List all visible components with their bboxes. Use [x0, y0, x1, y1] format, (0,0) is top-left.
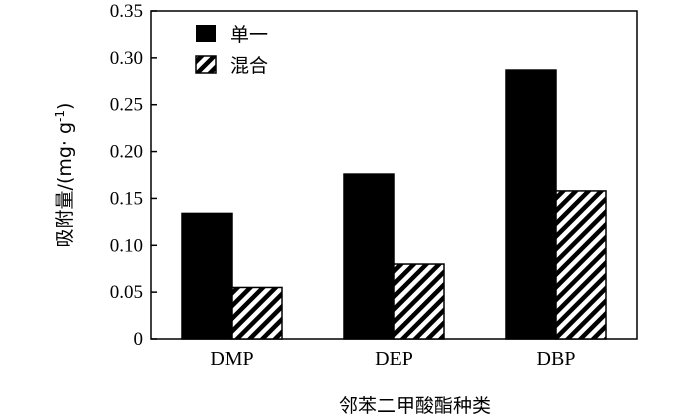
x-category-labels: DMP DEP DBP	[210, 348, 575, 370]
y-tick-label: 0.15	[110, 188, 143, 209]
bar-dep-single	[343, 173, 395, 340]
y-tick-label: 0.05	[110, 282, 143, 303]
y-tick-label: 0.20	[110, 142, 143, 163]
y-tick-label: 0.10	[110, 235, 143, 256]
legend-swatch-solid	[196, 25, 216, 42]
y-tick-label: 0.25	[110, 95, 143, 116]
y-axis-title-main: 吸附量/(mg· g	[54, 122, 76, 248]
legend: 单一 混合	[195, 24, 268, 77]
y-ticks: 0 0.05 0.10 0.15 0.20 0.25 0.30 0.35	[110, 1, 143, 350]
bars	[181, 69, 607, 340]
y-axis-title: 吸附量/(mg· g-1)	[53, 103, 76, 248]
x-axis-title: 邻苯二甲酸酯种类	[339, 395, 491, 417]
bar-dbp-single	[505, 69, 557, 340]
bar-dbp-mixed	[555, 190, 607, 340]
legend-swatch-hatched	[195, 55, 217, 74]
y-tick-label: 0	[134, 329, 144, 350]
x-category-label: DEP	[375, 348, 413, 370]
y-axis-title-sup: -1	[53, 110, 67, 122]
bar-dmp-single	[181, 212, 233, 340]
y-tick-label: 0.35	[110, 1, 143, 22]
legend-label-single: 单一	[230, 24, 268, 46]
bar-dep-mixed	[393, 263, 445, 340]
y-axis-title-close: )	[54, 103, 76, 110]
x-category-label: DBP	[537, 348, 576, 370]
x-category-label: DMP	[210, 348, 253, 370]
bar-dmp-mixed	[231, 286, 283, 340]
y-tick-label: 0.30	[110, 48, 143, 69]
legend-label-mixed: 混合	[230, 55, 268, 77]
